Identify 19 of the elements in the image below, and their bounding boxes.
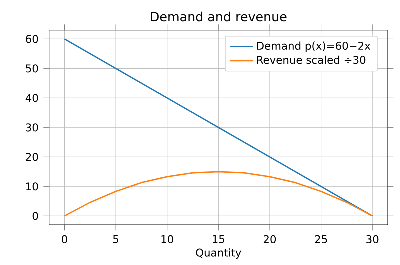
x-tick-label: 20 — [264, 235, 276, 244]
y-tick-label: 30 — [26, 124, 38, 132]
x-tick-label: 25 — [315, 235, 328, 244]
y-tick-label: 40 — [26, 94, 38, 102]
y-tick-label: 10 — [26, 182, 38, 191]
y-tick-label: 0 — [32, 212, 38, 220]
x-tick-label: 10 — [162, 235, 174, 244]
x-axis-title: Quantity — [196, 248, 242, 259]
y-tick-label: 50 — [26, 64, 38, 73]
y-tick-label: 20 — [26, 153, 38, 162]
legend-label: Demand p(x)=60−2x — [257, 42, 371, 52]
x-tick-label: 15 — [213, 235, 225, 244]
legend-label: Revenue scaled ÷30 — [257, 56, 366, 64]
x-tick-label: 0 — [62, 235, 68, 244]
line-series — [64, 171, 374, 217]
x-tick-label: 30 — [366, 235, 379, 244]
chart-title: Demand and revenue — [151, 12, 287, 22]
x-tick-label: 5 — [113, 235, 119, 244]
y-tick-label: 60 — [26, 35, 38, 44]
